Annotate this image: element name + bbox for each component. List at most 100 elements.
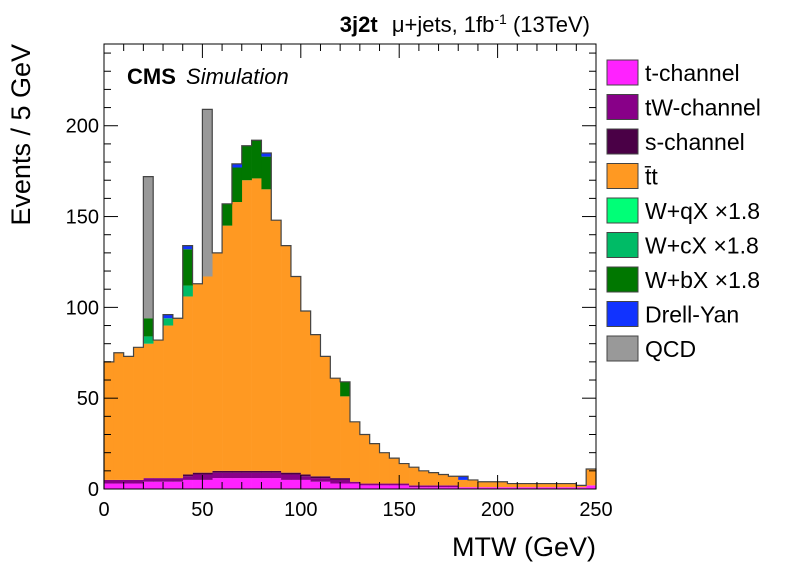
bar-t-channel-150 (399, 485, 410, 489)
simulation-text: Simulation (186, 64, 289, 89)
legend-swatch (606, 335, 639, 362)
bar-t-t-150 (399, 463, 410, 484)
bar-tw-channel-75 (251, 472, 262, 479)
bar-t-channel-155 (409, 487, 420, 489)
y-tick-label: 0 (88, 479, 99, 501)
bar-t-channel-100 (300, 479, 311, 489)
y-tick-label: 200 (66, 116, 99, 138)
bar-s-channel-105 (310, 476, 321, 479)
legend-item: Drell-Yan (606, 301, 739, 328)
bar-t-channel-230 (556, 487, 567, 489)
series-8 (143, 109, 213, 319)
legend-swatch (606, 163, 639, 189)
x-tick-label: 150 (383, 499, 416, 521)
bar-t-channel-75 (251, 478, 262, 489)
legend-item: tW-channel (606, 94, 761, 121)
legend: t-channel tW-channel s-channel t̄t W+qX ×1.8… (606, 59, 761, 362)
bar-t-channel-5 (113, 483, 124, 489)
bar-w-bx-1-8-60 (222, 203, 233, 226)
bar-tw-channel-20 (143, 478, 154, 482)
bar-t-t-105 (310, 334, 321, 477)
bar-tw-channel-120 (340, 479, 351, 484)
bar-t-channel-65 (231, 478, 243, 489)
legend-label: W+qX ×1.8 (645, 198, 760, 224)
bar-tw-channel-130 (359, 483, 370, 486)
bar-t-t-80 (261, 189, 272, 471)
series-3 (104, 178, 597, 488)
bar-t-t-220 (536, 483, 548, 488)
legend-swatch (606, 59, 639, 86)
bar-tw-channel-125 (350, 481, 361, 484)
bar-t-t-215 (527, 483, 538, 488)
bar-w-bx-1-8-80 (261, 156, 272, 190)
bar-s-channel-55 (212, 470, 223, 473)
tick-labels: 0 50 100 150 200 250 0 50 100 150 200 (66, 116, 613, 521)
histogram-stack (103, 108, 597, 489)
bar-t-t-90 (281, 245, 292, 473)
bar-tw-channel-10 (123, 479, 134, 484)
bar-t-t-235 (566, 483, 577, 488)
legend-label: t̄t (644, 164, 658, 190)
bar-tw-channel-155 (409, 485, 420, 488)
bar-tw-channel-135 (369, 483, 380, 486)
bar-tw-channel-165 (428, 485, 439, 488)
legend-item: W+cX ×1.8 (606, 232, 759, 259)
bar-t-channel-60 (222, 478, 233, 489)
bar-t-channel-110 (320, 481, 331, 489)
header-channel: μ+jets, 1fb (392, 12, 495, 37)
bar-s-channel-115 (330, 478, 341, 480)
bar-t-channel-50 (202, 479, 213, 489)
bar-t-channel-160 (418, 487, 430, 489)
cms-text: CMS (127, 64, 176, 89)
bar-s-channel-50 (202, 472, 213, 475)
x-tick-label: 0 (98, 499, 109, 521)
series-6 (143, 140, 351, 397)
bar-tw-channel-35 (172, 478, 184, 482)
bar-t-t-10 (123, 356, 134, 480)
bar-t-t-110 (320, 356, 331, 477)
bar-s-channel-60 (222, 470, 233, 473)
legend-item: s-channel (606, 128, 745, 155)
x-tick-label: 200 (481, 499, 514, 521)
bar-w-cx-1-8-40 (182, 285, 193, 297)
bar-tw-channel-40 (182, 476, 193, 480)
bar-t-channel-20 (143, 481, 154, 489)
bar-s-channel-40 (182, 474, 193, 477)
bar-t-channel-225 (546, 487, 557, 489)
bar-t-t-185 (468, 479, 479, 488)
bar-t-channel-45 (192, 479, 203, 489)
legend-item: W+qX ×1.8 (606, 197, 760, 224)
legend-item: QCD (606, 335, 696, 362)
bar-t-channel-120 (340, 483, 351, 489)
bar-t-t-95 (290, 276, 302, 473)
bar-t-t-45 (192, 283, 203, 473)
bar-t-t-15 (133, 347, 144, 480)
bar-t-channel-240 (576, 487, 587, 489)
bar-tw-channel-45 (192, 474, 203, 480)
bar-t-t-50 (202, 276, 213, 473)
bar-qcd-20 (143, 176, 154, 319)
bar-t-t-210 (517, 483, 528, 488)
bar-w-bx-1-8-120 (340, 381, 351, 397)
bar-t-channel-170 (438, 487, 449, 489)
bar-tw-channel-60 (222, 472, 233, 479)
bar-t-channel-195 (487, 487, 498, 489)
y-tick-label: 100 (66, 297, 99, 319)
bar-s-channel-80 (261, 470, 272, 473)
bar-t-channel-85 (271, 478, 282, 489)
legend-label: W+bX ×1.8 (645, 267, 760, 293)
bar-t-channel-210 (517, 487, 528, 489)
bar-w-bx-1-8-20 (143, 318, 154, 337)
bar-t-channel-80 (261, 478, 272, 489)
bar-t-t-200 (497, 481, 508, 488)
bar-tw-channel-140 (379, 483, 390, 486)
bar-t-channel-200 (497, 487, 508, 489)
bar-tw-channel-160 (418, 485, 430, 488)
bar-t-channel-180 (458, 487, 469, 489)
bar-tw-channel-145 (389, 483, 400, 486)
bar-w-bx-1-8-75 (251, 140, 262, 179)
bar-w-cx-1-8-30 (163, 318, 174, 326)
bar-t-channel-130 (359, 485, 370, 489)
bar-tw-channel-90 (281, 474, 292, 480)
bar-t-t-100 (300, 311, 311, 475)
